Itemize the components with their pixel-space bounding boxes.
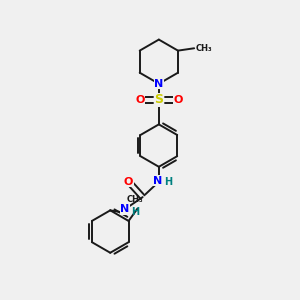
- Text: S: S: [154, 93, 163, 106]
- Text: H: H: [130, 207, 139, 217]
- Text: H: H: [164, 177, 172, 188]
- Text: O: O: [135, 95, 144, 105]
- Text: N: N: [153, 176, 162, 186]
- Text: O: O: [124, 177, 133, 187]
- Text: N: N: [120, 205, 130, 214]
- Text: N: N: [154, 79, 164, 89]
- Text: CH₃: CH₃: [196, 44, 212, 53]
- Text: O: O: [173, 95, 183, 105]
- Text: CH₃: CH₃: [126, 195, 143, 204]
